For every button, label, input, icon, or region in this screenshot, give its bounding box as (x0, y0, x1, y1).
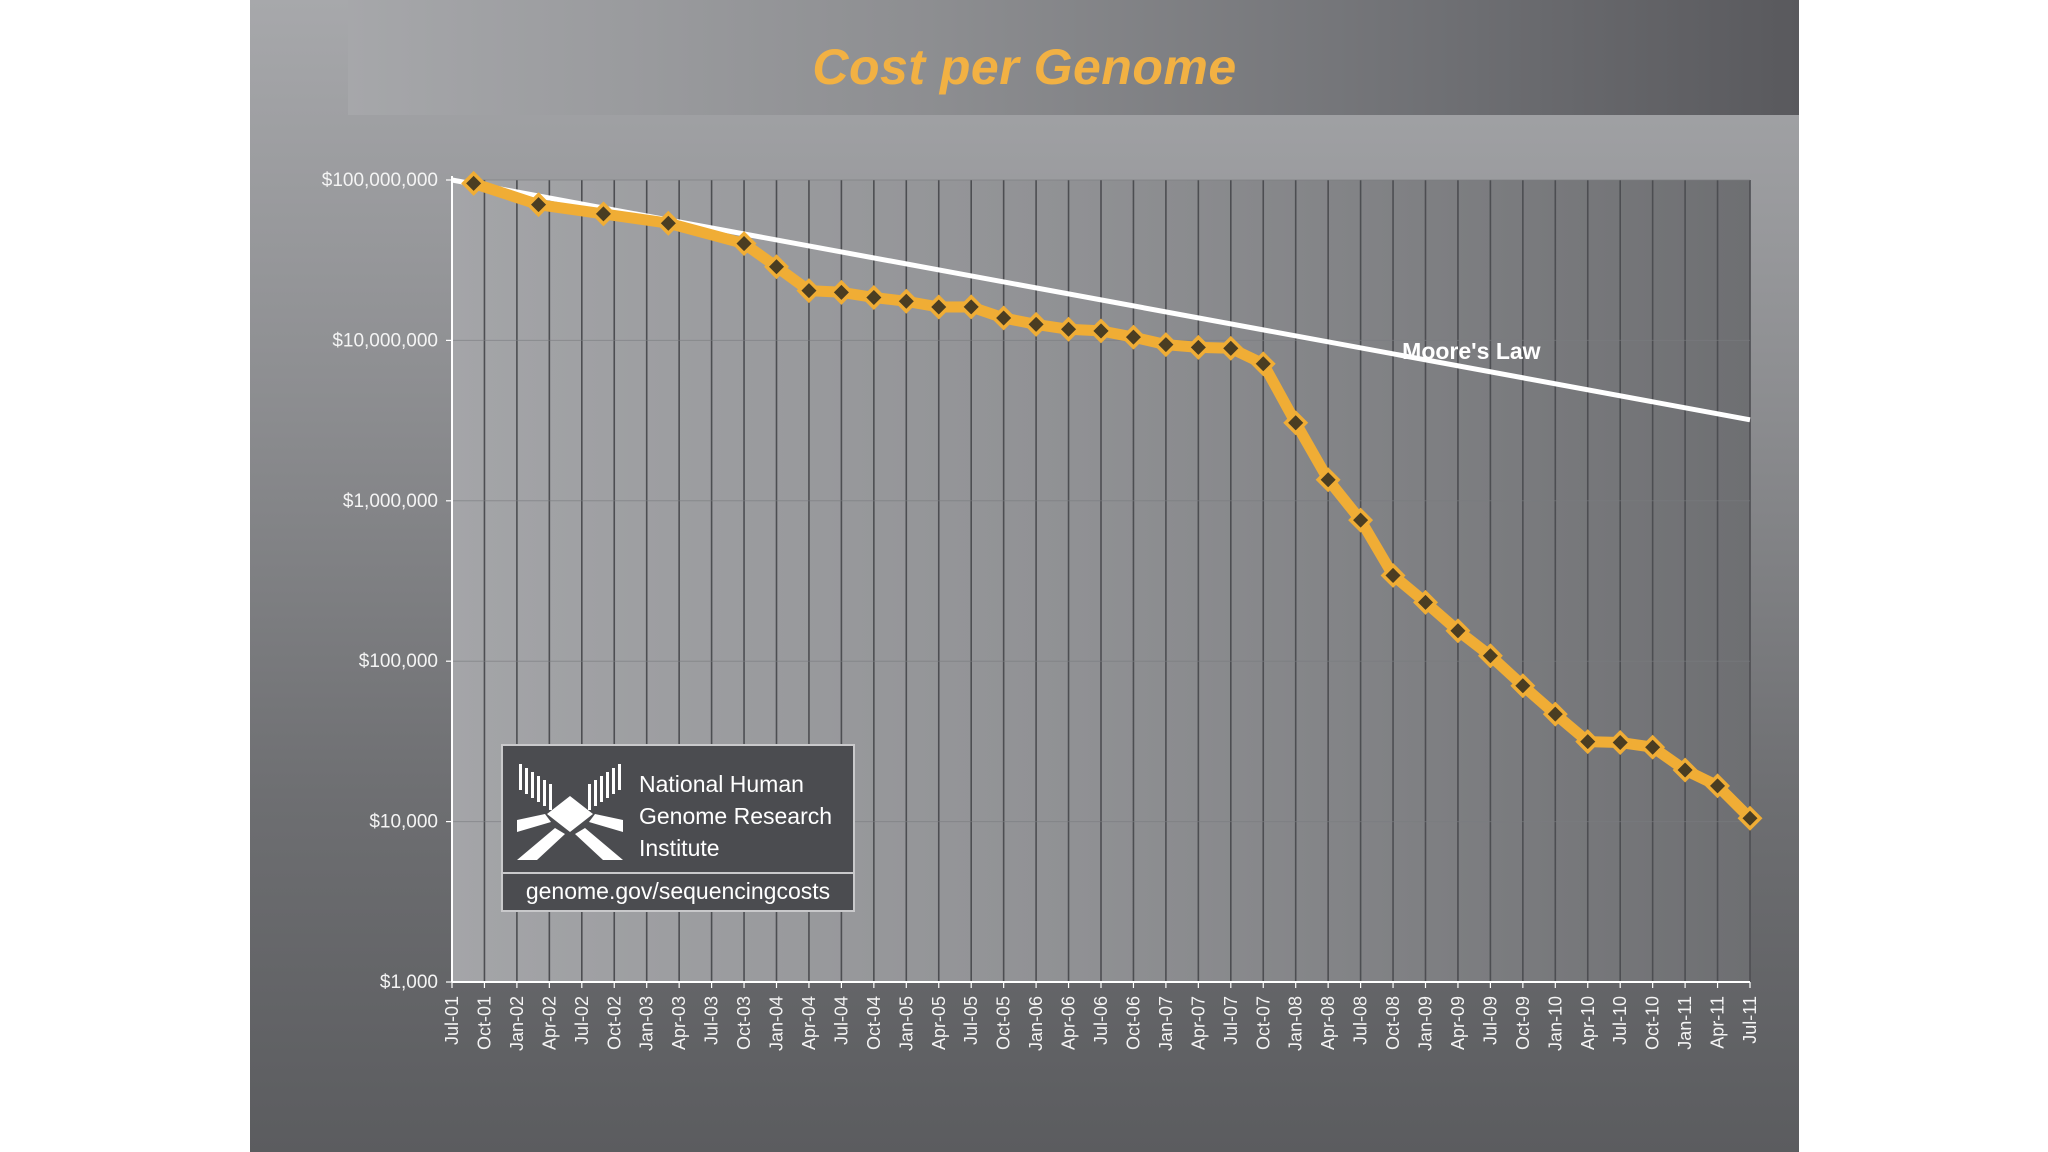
y-tick-label: $100,000,000 (322, 170, 438, 191)
x-tick-label: Jan-05 (896, 996, 916, 1051)
data-point-marker (1153, 332, 1179, 358)
x-tick-label: Jul-04 (831, 996, 851, 1045)
data-point-marker (926, 294, 952, 320)
cost-series (461, 170, 1763, 831)
x-tick-label: Jul-08 (1351, 996, 1371, 1045)
x-tick-label: Oct-10 (1643, 996, 1663, 1050)
x-tick-label: Apr-11 (1708, 996, 1728, 1049)
data-point-marker (1640, 734, 1666, 760)
x-tick-label: Jul-07 (1221, 996, 1241, 1045)
x-tick-label: Jul-06 (1091, 996, 1111, 1045)
x-tick-label: Apr-05 (929, 996, 949, 1050)
x-tick-label: Jan-08 (1286, 996, 1306, 1051)
data-point-marker (1445, 618, 1471, 644)
x-tick-labels: Jul-01 Oct-01 Jan-02 Apr-02 Jul-02 Oct-02 Jan-… (442, 996, 1760, 1051)
nhgri-logo-box: National Human Genome Research Institute… (501, 744, 855, 912)
x-tick-label: Jul-10 (1610, 996, 1630, 1045)
chart-title: Cost per Genome (812, 39, 1237, 95)
x-tick-label: Apr-07 (1188, 996, 1208, 1050)
data-point-marker (1348, 507, 1374, 533)
x-tick-label: Apr-08 (1318, 996, 1338, 1050)
x-tick-label: Jul-03 (702, 996, 722, 1045)
nhgri-name-line-1: National Human (639, 771, 804, 797)
data-point-marker (796, 278, 822, 304)
y-tick-label: $10,000 (369, 812, 438, 833)
x-tick-label: Oct-06 (1123, 996, 1143, 1050)
data-point-marker (991, 305, 1017, 331)
x-tick-label: Jan-11 (1675, 996, 1695, 1050)
data-point-marker (1737, 805, 1763, 831)
x-tick-label: Apr-03 (669, 996, 689, 1050)
data-point-marker (1477, 643, 1503, 669)
data-point-marker (958, 294, 984, 320)
x-tick-label: Oct-04 (864, 996, 884, 1050)
data-point-marker (1056, 316, 1082, 342)
y-tick-label: $1,000 (380, 972, 438, 993)
x-tick-label: Jan-04 (767, 996, 787, 1051)
data-point-marker (1023, 311, 1049, 337)
x-tick-label: Jan-10 (1545, 996, 1565, 1051)
x-tick-label: Jan-09 (1416, 996, 1436, 1051)
x-tick-label: Apr-10 (1578, 996, 1598, 1050)
x-tick-label: Apr-06 (1059, 996, 1079, 1050)
nhgri-name: National Human Genome Research Institute (639, 768, 849, 864)
data-point-marker (1088, 318, 1114, 344)
data-point-marker (828, 279, 854, 305)
x-tick-label: Apr-09 (1448, 996, 1468, 1050)
data-point-marker (1380, 562, 1406, 588)
y-tick-label: $100,000 (359, 651, 438, 672)
x-tick-label: Oct-02 (604, 996, 624, 1050)
x-tick-label: Jul-01 (442, 996, 462, 1045)
x-tick-label: Oct-08 (1383, 996, 1403, 1050)
moores-law-label: Moore's Law (1402, 338, 1540, 364)
x-tick-label: Jan-06 (1026, 996, 1046, 1051)
data-point-marker (1315, 467, 1341, 493)
data-point-marker (655, 210, 681, 236)
data-point-marker (861, 284, 887, 310)
y-tick-label: $1,000,000 (343, 491, 438, 512)
data-point-marker (1413, 589, 1438, 615)
x-tick-label: Oct-01 (474, 996, 494, 1050)
x-tick-label: Jul-02 (572, 996, 592, 1045)
data-point-marker (1250, 351, 1276, 377)
data-point-marker (1705, 773, 1731, 799)
data-point-marker (1672, 757, 1698, 783)
x-tick-label: Apr-02 (539, 996, 559, 1050)
y-tick-label: $10,000,000 (332, 330, 438, 351)
x-tick-label: Jan-03 (637, 996, 657, 1051)
axes (446, 176, 1751, 988)
x-tick-label: Jan-02 (507, 996, 527, 1051)
y-tick-labels: $100,000,000 $10,000,000 $1,000,000 $100,00… (322, 170, 438, 993)
x-tick-label: Oct-09 (1513, 996, 1533, 1050)
data-point-marker (1185, 334, 1211, 360)
title-band (348, 0, 1799, 115)
x-tick-label: Jul-05 (961, 996, 981, 1045)
data-point-marker (1510, 673, 1536, 699)
x-tick-label: Oct-05 (994, 996, 1014, 1050)
data-point-marker (1542, 701, 1568, 727)
data-point-marker (764, 254, 789, 280)
x-tick-label: Jul-09 (1480, 996, 1500, 1045)
nhgri-logo-icon (517, 764, 623, 860)
data-point-marker (1283, 410, 1309, 436)
nhgri-name-line-2: Genome Research (639, 803, 833, 829)
x-tick-label: Oct-03 (734, 996, 754, 1050)
x-tick-label: Jul-11 (1740, 996, 1760, 1044)
data-point-marker (461, 170, 487, 196)
source-url: genome.gov/sequencingcosts (503, 872, 853, 910)
x-tick-label: Oct-07 (1253, 996, 1273, 1050)
data-point-marker (1218, 335, 1244, 361)
data-point-marker (731, 231, 757, 257)
x-tick-label: Apr-04 (799, 996, 819, 1050)
data-point-marker (1120, 324, 1146, 350)
data-point-marker (893, 288, 919, 314)
slide: Cost per Genome $100,000,000 $10,000,000 $… (250, 0, 1799, 1152)
data-point-marker (590, 201, 616, 227)
chart-svg: $100,000,000 $10,000,000 $1,000,000 $100,00… (322, 170, 1763, 1051)
data-point-marker (1575, 729, 1601, 755)
data-point-marker (1607, 730, 1633, 755)
x-tick-label: Jan-07 (1156, 996, 1176, 1051)
nhgri-name-line-3: Institute (639, 835, 720, 861)
data-point-marker (526, 192, 552, 218)
